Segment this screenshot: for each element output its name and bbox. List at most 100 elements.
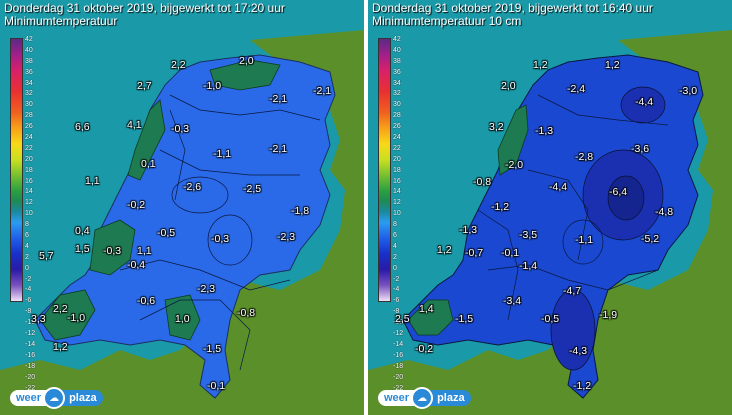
logo-word-weer: weer xyxy=(378,390,416,406)
legend-tick: 12 xyxy=(393,199,401,207)
logo-word-weer: weer xyxy=(10,390,48,406)
legend-tick: -12 xyxy=(25,330,36,338)
legend-tick: 28 xyxy=(25,112,33,120)
station-value: -0,5 xyxy=(541,313,560,325)
legend-tick: 2 xyxy=(25,253,29,261)
legend-tick: 10 xyxy=(393,210,401,218)
legend-tick: 12 xyxy=(25,199,33,207)
station-value: -1,5 xyxy=(455,313,474,325)
station-value: -1,9 xyxy=(599,309,618,321)
station-value: 0,1 xyxy=(141,158,156,170)
legend-tick: 20 xyxy=(393,155,401,163)
station-value: -1,0 xyxy=(67,312,86,324)
station-value: -2,1 xyxy=(269,143,288,155)
legend-tick: -8 xyxy=(25,308,32,316)
station-value: -0,8 xyxy=(237,307,256,319)
cloud-icon: ☁ xyxy=(43,387,66,409)
map-canvas xyxy=(0,0,364,415)
legend-tick: 38 xyxy=(393,57,401,65)
legend-tick: 38 xyxy=(25,57,33,65)
station-value: -4,4 xyxy=(549,181,568,193)
legend-tick: 26 xyxy=(393,123,401,131)
station-value: 5,7 xyxy=(39,250,54,262)
legend-tick: 40 xyxy=(25,46,33,54)
legend-tick: 0 xyxy=(25,264,29,272)
station-value: 3,3 xyxy=(31,313,46,325)
legend-tick: 22 xyxy=(25,144,33,152)
station-value: -2,5 xyxy=(243,183,262,195)
station-value: -1,2 xyxy=(491,201,510,213)
station-value: -1,2 xyxy=(573,380,592,392)
legend-tick: 32 xyxy=(25,90,33,98)
cloud-icon: ☁ xyxy=(411,387,434,409)
legend-tick: 18 xyxy=(25,166,33,174)
legend-tick: 30 xyxy=(393,101,401,109)
station-value: -4,4 xyxy=(635,96,654,108)
station-value: 4,1 xyxy=(127,119,142,131)
map-title: Donderdag 31 oktober 2019, bijgewerkt to… xyxy=(4,2,285,28)
station-value: 1,0 xyxy=(175,313,190,325)
legend-tick: 40 xyxy=(393,46,401,54)
logo-word-plaza: plaza xyxy=(429,390,471,406)
station-value: -0,5 xyxy=(157,227,176,239)
station-value: -0,4 xyxy=(127,259,146,271)
station-value: -1,5 xyxy=(203,343,222,355)
legend-tick: 0 xyxy=(393,264,397,272)
legend-tick: 34 xyxy=(25,79,33,87)
station-value: -0,1 xyxy=(207,380,226,392)
legend-tick: 42 xyxy=(393,36,401,43)
station-value: -6,4 xyxy=(609,186,628,198)
legend-tick: 30 xyxy=(25,101,33,109)
legend-tick: -20 xyxy=(393,373,404,381)
legend-tick: -16 xyxy=(393,351,404,359)
panel-divider xyxy=(364,0,368,415)
station-value: -0,6 xyxy=(137,295,156,307)
legend-tick: 6 xyxy=(393,232,397,240)
legend-tick: -14 xyxy=(393,340,404,348)
legend-tick: -4 xyxy=(25,286,32,294)
station-value: -1,0 xyxy=(203,80,222,92)
station-value: -4,8 xyxy=(655,206,674,218)
station-value: 2,7 xyxy=(137,80,152,92)
station-value: 1,1 xyxy=(137,245,152,257)
station-value: -2,1 xyxy=(269,93,288,105)
legend-tick: -16 xyxy=(25,351,36,359)
map-panel-minimum-temperature: Donderdag 31 oktober 2019, bijgewerkt to… xyxy=(0,0,364,415)
map-canvas xyxy=(368,0,732,415)
station-value: -1,1 xyxy=(575,234,594,246)
station-value: -1,1 xyxy=(213,148,232,160)
legend-tick: 14 xyxy=(393,188,401,196)
station-value: -0,2 xyxy=(127,199,146,211)
station-value: -1,4 xyxy=(519,260,538,272)
station-value: 2,0 xyxy=(239,55,254,67)
legend-tick: 8 xyxy=(393,221,397,229)
station-value: -1,3 xyxy=(535,125,554,137)
station-value: 6,6 xyxy=(75,121,90,133)
station-value: -2,3 xyxy=(197,283,216,295)
legend-tick: 22 xyxy=(393,144,401,152)
station-value: 2,2 xyxy=(171,59,186,71)
legend-tick: -10 xyxy=(393,319,404,327)
legend-tick: 26 xyxy=(25,123,33,131)
map-panel-ground-temperature: Donderdag 31 oktober 2019, bijgewerkt to… xyxy=(368,0,732,415)
station-value: -2,0 xyxy=(505,159,524,171)
station-value: 0,4 xyxy=(75,225,90,237)
legend-tick: 28 xyxy=(393,112,401,120)
station-value: -3,4 xyxy=(503,295,522,307)
weerplaza-logo: weer ☁ plaza xyxy=(378,387,471,409)
station-value: 1,2 xyxy=(437,244,452,256)
legend-tick: 32 xyxy=(393,90,401,98)
station-value: -0,8 xyxy=(473,176,492,188)
legend-tick: -14 xyxy=(25,340,36,348)
legend-tick: 2 xyxy=(393,253,397,261)
legend-tick: -2 xyxy=(393,275,400,283)
map-title-line2: Minimumtemperatuur 10 cm xyxy=(372,14,522,28)
station-value: -4,7 xyxy=(563,285,582,297)
legend-tick: 36 xyxy=(393,68,401,76)
station-value: 2,2 xyxy=(53,303,68,315)
legend-tick: 18 xyxy=(393,166,401,174)
station-value: -2,8 xyxy=(575,151,594,163)
legend-tick: 16 xyxy=(25,177,33,185)
station-value: 1,4 xyxy=(419,303,434,315)
